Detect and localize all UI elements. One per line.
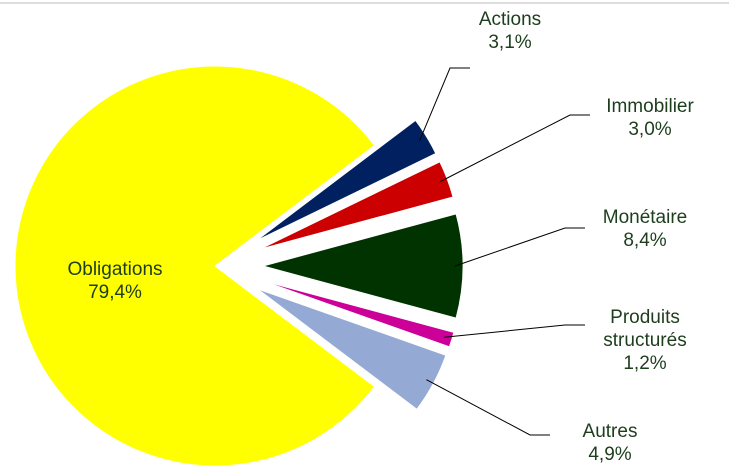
pie-slice (260, 279, 455, 348)
leader-line (439, 114, 590, 183)
category-name: Actions (478, 9, 542, 30)
leader-line (419, 67, 470, 141)
value-label: 8,4% (623, 230, 667, 251)
pie-slice (14, 65, 376, 467)
leader-line (454, 227, 585, 267)
value-label: 4,9% (588, 444, 632, 465)
slice-label: Immobilier 3,0% (585, 95, 715, 141)
slice-label: Obligations 79,4% (50, 258, 180, 304)
leader-line (444, 324, 585, 338)
slice-label: Actions 3,1% (445, 8, 575, 54)
category-name: Immobilier (606, 96, 694, 117)
pie-slice (259, 161, 454, 250)
pie-slice (255, 119, 437, 242)
value-label: 3,1% (488, 32, 532, 53)
slice-label: Autres 4,9% (545, 420, 675, 466)
category-name: Obligations (67, 259, 163, 280)
value-label: 79,4% (88, 282, 142, 303)
pie-slice (261, 213, 464, 319)
slice-label: Produits structurés 1,2% (590, 306, 700, 375)
value-label: 1,2% (623, 353, 667, 374)
value-label: 3,0% (628, 119, 672, 140)
category-name: Produits structurés (603, 307, 687, 351)
leader-line (426, 379, 550, 436)
category-name: Monétaire (602, 207, 688, 228)
slice-label: Monétaire 8,4% (580, 206, 710, 252)
category-name: Autres (582, 421, 638, 442)
